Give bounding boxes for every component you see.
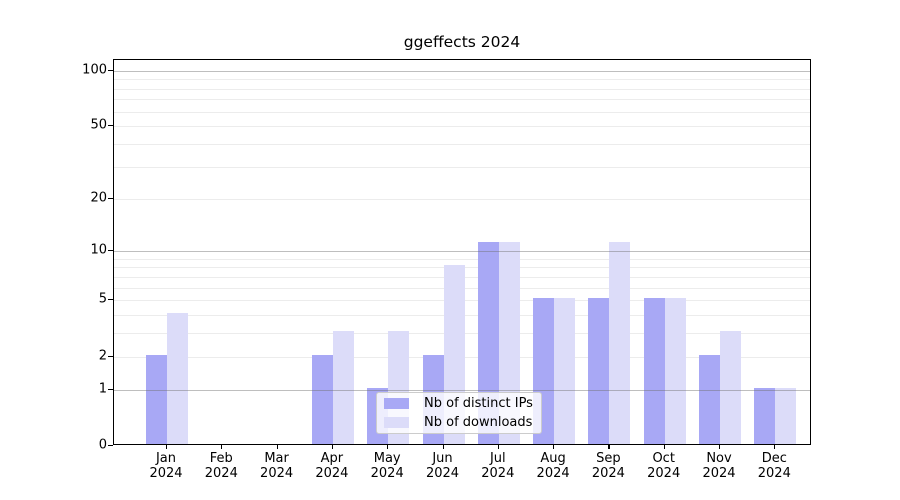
bar-downloads <box>720 331 741 444</box>
bar-distinct-ips <box>699 354 720 444</box>
gridline-minor <box>114 126 810 128</box>
x-axis-tick-label: Oct 2024 <box>647 451 681 481</box>
y-axis-tick-label: 2 <box>98 348 107 364</box>
x-axis-tick <box>553 444 555 449</box>
gridline-minor <box>114 144 810 146</box>
y-axis-tick-label: 10 <box>90 242 107 258</box>
bar-downloads <box>167 313 188 444</box>
legend: Nb of distinct IPs Nb of downloads <box>376 392 542 434</box>
gridline-minor <box>114 258 810 260</box>
bar-downloads <box>332 331 354 444</box>
gridline-minor <box>114 198 810 200</box>
x-axis-tick <box>221 444 223 449</box>
x-axis-tick-label: Jul 2024 <box>481 451 515 481</box>
x-axis-tick-label: Jun 2024 <box>425 451 460 481</box>
x-axis-tick-label: Apr 2024 <box>315 451 349 481</box>
chart-title: ggeffects 2024 <box>403 33 521 51</box>
y-axis-tick <box>108 388 113 390</box>
x-axis-tick <box>276 444 278 449</box>
y-axis-tick <box>108 445 113 447</box>
bar-downloads <box>554 298 576 444</box>
bar-distinct-ips <box>588 298 610 444</box>
legend-item-downloads: Nb of downloads <box>384 415 534 431</box>
y-axis-tick-label: 1 <box>98 381 107 397</box>
legend-label-downloads: Nb of downloads <box>424 414 533 430</box>
x-axis-tick <box>719 444 721 449</box>
x-axis-tick <box>608 444 610 449</box>
y-axis-tick-label: 100 <box>82 62 107 78</box>
x-axis-tick <box>166 444 168 449</box>
bar-distinct-ips <box>643 298 665 444</box>
y-axis-tick <box>108 250 113 252</box>
bar-downloads <box>664 298 686 444</box>
y-axis-tick-label: 0 <box>98 437 107 453</box>
bar-distinct-ips <box>754 387 776 444</box>
legend-swatch-distinct-ips-icon <box>384 398 409 410</box>
gridline-minor <box>114 99 810 101</box>
x-axis-tick-label: Sep 2024 <box>591 451 625 481</box>
x-axis-tick-label: Mar 2024 <box>260 451 294 481</box>
x-axis-tick-label: Nov 2024 <box>702 451 736 481</box>
y-axis-tick <box>108 197 113 199</box>
x-axis-tick <box>497 444 499 449</box>
gridline-minor <box>114 88 810 90</box>
y-axis-tick <box>108 125 113 127</box>
y-axis-tick <box>108 299 113 301</box>
x-axis-tick <box>331 444 334 449</box>
x-axis-tick-label: Jan 2024 <box>149 451 183 481</box>
gridline-minor <box>114 166 810 168</box>
x-axis-tick <box>387 444 389 449</box>
x-axis-tick <box>774 444 776 449</box>
x-axis-tick-label: Aug 2024 <box>536 451 570 481</box>
y-axis-tick <box>108 355 113 357</box>
legend-item-distinct-ips: Nb of distinct IPs <box>384 396 534 412</box>
bar-distinct-ips <box>311 354 333 444</box>
gridline-minor <box>114 79 810 81</box>
bar-downloads <box>609 242 631 444</box>
x-axis-tick <box>663 444 665 449</box>
gridline-major <box>114 70 810 72</box>
x-axis-tick-label: May 2024 <box>370 451 404 481</box>
plot-area <box>113 59 811 445</box>
bar-distinct-ips <box>146 354 167 444</box>
x-axis-tick-label: Dec 2024 <box>757 451 791 481</box>
x-axis-tick <box>442 444 444 449</box>
bar-downloads <box>775 387 797 444</box>
y-axis-tick-label: 20 <box>90 190 107 205</box>
y-axis-tick-label: 5 <box>98 291 107 307</box>
y-axis-tick <box>108 69 113 71</box>
x-axis-tick-label: Feb 2024 <box>204 451 238 481</box>
legend-label-distinct-ips: Nb of distinct IPs <box>424 396 533 412</box>
gridline-major <box>114 251 810 253</box>
gridline-minor <box>114 111 810 113</box>
gridline-major <box>114 389 810 391</box>
y-axis-tick-label: 50 <box>90 117 107 133</box>
legend-swatch-downloads-icon <box>384 416 409 428</box>
